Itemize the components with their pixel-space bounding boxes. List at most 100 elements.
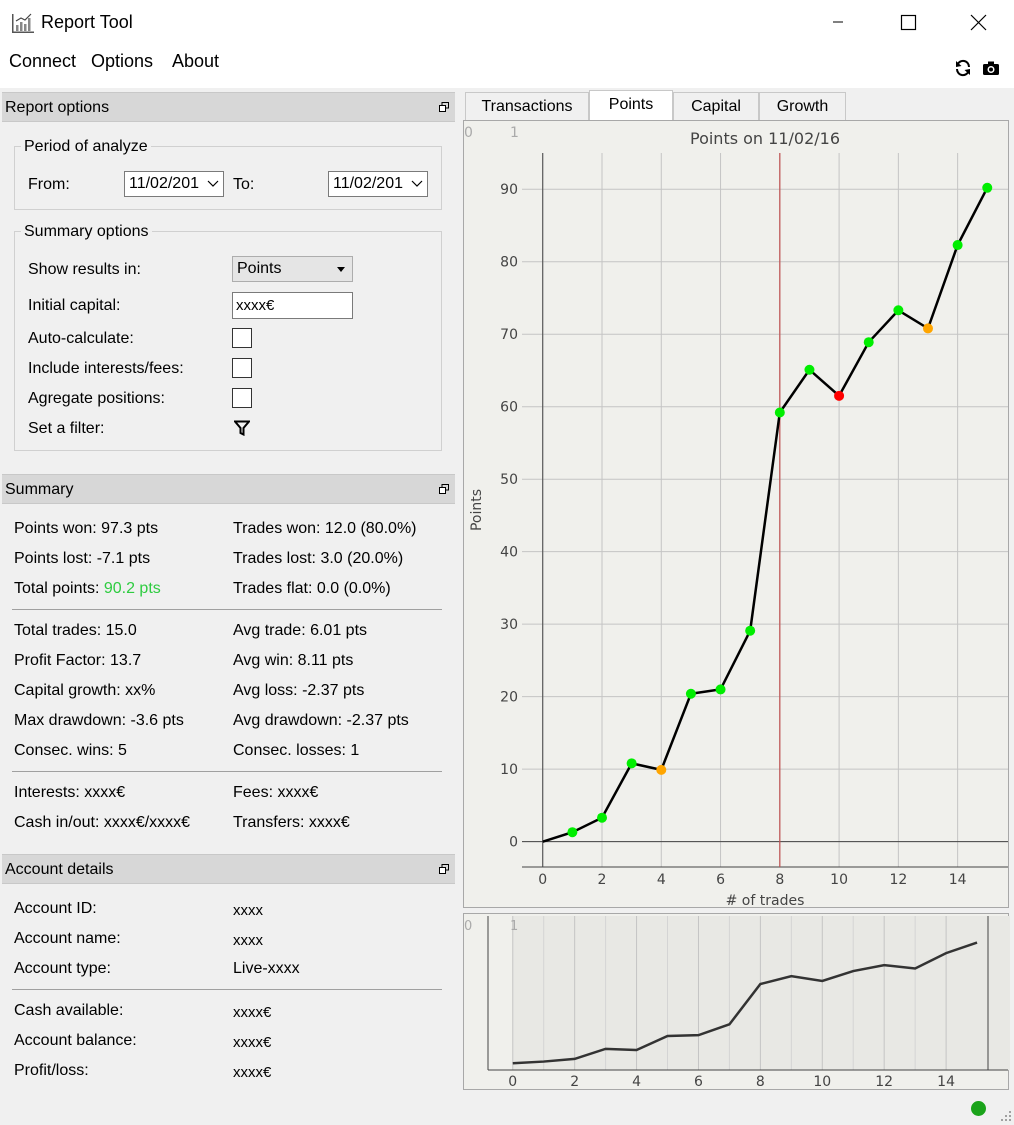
chart-app-icon xyxy=(12,13,34,33)
initial-capital-input[interactable]: xxxx€ xyxy=(232,292,353,319)
filter-label: Set a filter: xyxy=(28,420,105,437)
profit-loss-label: Profit/loss: xyxy=(14,1062,89,1079)
auto-calculate-checkbox[interactable] xyxy=(232,328,252,348)
aggregate-label: Agregate positions: xyxy=(28,390,165,407)
data-point xyxy=(745,625,756,636)
float-panel-icon[interactable] xyxy=(439,864,449,874)
menu-about[interactable]: About xyxy=(172,51,220,71)
show-results-label: Show results in: xyxy=(28,261,141,278)
points-won: Points won: 97.3 pts xyxy=(14,520,159,537)
total-trades: Total trades: 15.0 xyxy=(14,622,137,639)
y-tick-label: 0 xyxy=(509,835,518,851)
resize-grip-icon[interactable] xyxy=(1000,1110,1012,1122)
from-date-picker[interactable]: 11/02/201 xyxy=(124,171,224,197)
auto-calculate-label: Auto-calculate: xyxy=(28,330,134,347)
to-date-picker[interactable]: 11/02/201 xyxy=(328,171,428,197)
summary-options-groupbox xyxy=(14,231,442,451)
account-details-header: Account details xyxy=(2,854,455,884)
tab-growth[interactable]: Growth xyxy=(759,92,846,122)
data-point xyxy=(863,337,874,348)
title-bar: Report Tool xyxy=(0,0,1014,44)
tab-transactions[interactable]: Transactions xyxy=(465,92,589,122)
points-chart[interactable]: 0 1 Points on 11/02/16 0 2 4 6 8 10 12 14 0 10 20 30 40… xyxy=(464,121,1010,909)
capital-growth: Capital growth: xx% xyxy=(14,682,156,699)
y-tick-label: 60 xyxy=(500,400,518,416)
x-tick-label: 10 xyxy=(830,872,848,888)
filter-icon[interactable] xyxy=(234,420,250,436)
overview-chart-frame: 0 2 4 6 8 10 12 14 0 1 xyxy=(463,913,1014,1091)
y-tick-label: 10 xyxy=(500,762,518,778)
account-id-label: Account ID: xyxy=(14,900,97,917)
report-options-title: Report options xyxy=(5,99,110,116)
initial-capital-value: xxxx€ xyxy=(236,297,275,314)
x-tick-label: 2 xyxy=(570,1074,579,1090)
data-point xyxy=(804,364,815,375)
y-tick-label: 50 xyxy=(500,472,518,488)
float-panel-icon[interactable] xyxy=(439,484,449,494)
x-tick-label: 2 xyxy=(598,872,607,888)
x-tick-label: 14 xyxy=(937,1074,955,1090)
corner-label: 0 xyxy=(464,919,472,934)
x-tick-label: 4 xyxy=(657,872,666,888)
cash-in-out: Cash in/out: xxxx€/xxxx€ xyxy=(14,814,191,831)
chevron-down-icon xyxy=(411,180,423,187)
x-axis-label: # of trades xyxy=(726,893,805,909)
max-drawdown: Max drawdown: -3.6 pts xyxy=(14,712,184,729)
transfers: Transfers: xxxx€ xyxy=(233,814,350,831)
to-date-value: 11/02/201 xyxy=(333,175,403,192)
x-tick-label: 6 xyxy=(716,872,725,888)
data-point xyxy=(952,240,963,251)
report-options-header: Report options xyxy=(2,92,455,122)
account-type-value: Live-xxxx xyxy=(233,960,300,977)
overview-range-area xyxy=(512,916,1014,1070)
overview-series-line xyxy=(512,941,978,1065)
cash-available-label: Cash available: xyxy=(14,1002,124,1019)
camera-icon[interactable] xyxy=(981,58,1001,78)
period-title: Period of analyze xyxy=(21,138,151,156)
from-label: From: xyxy=(28,176,70,193)
data-point xyxy=(834,390,845,401)
tab-points[interactable]: Points xyxy=(589,90,673,122)
x-tick-label: 8 xyxy=(756,1074,765,1090)
minimize-button[interactable] xyxy=(815,0,861,44)
x-tick-label: 6 xyxy=(694,1074,703,1090)
data-point xyxy=(715,684,726,695)
float-panel-icon[interactable] xyxy=(439,102,449,112)
interests: Interests: xxxx€ xyxy=(14,784,126,801)
points-series-line xyxy=(542,187,989,843)
close-button[interactable] xyxy=(955,0,1001,44)
separator xyxy=(12,771,442,772)
account-name-label: Account name: xyxy=(14,930,121,947)
y-tick-label: 90 xyxy=(500,182,518,198)
trades-lost: Trades lost: 3.0 (20.0%) xyxy=(233,550,404,567)
menu-connect[interactable]: Connect xyxy=(9,51,77,71)
to-label: To: xyxy=(233,176,255,193)
x-tick-label: 14 xyxy=(949,872,967,888)
include-fees-checkbox[interactable] xyxy=(232,358,252,378)
data-point xyxy=(922,323,933,334)
separator xyxy=(12,609,442,610)
initial-capital-label: Initial capital: xyxy=(28,297,121,314)
avg-drawdown: Avg drawdown: -2.37 pts xyxy=(233,712,409,729)
connection-status-icon xyxy=(971,1101,986,1116)
x-tick-label: 4 xyxy=(632,1074,641,1090)
avg-win: Avg win: 8.11 pts xyxy=(233,652,354,669)
menu-options[interactable]: Options xyxy=(91,51,154,71)
x-tick-label: 12 xyxy=(875,1074,893,1090)
separator xyxy=(12,989,442,990)
fees: Fees: xxxx€ xyxy=(233,784,319,801)
summary-title: Summary xyxy=(5,481,74,498)
cash-available-value: xxxx€ xyxy=(233,1004,272,1021)
tab-capital[interactable]: Capital xyxy=(673,92,759,122)
overview-chart[interactable]: 0 2 4 6 8 10 12 14 0 1 xyxy=(464,914,1014,1091)
maximize-button[interactable] xyxy=(885,0,931,44)
avg-trade: Avg trade: 6.01 pts xyxy=(233,622,368,639)
x-tick-label: 12 xyxy=(889,872,907,888)
show-results-select[interactable]: Points xyxy=(232,256,353,282)
refresh-icon[interactable] xyxy=(953,58,973,78)
consec-losses: Consec. losses: 1 xyxy=(233,742,360,759)
corner-label: 0 xyxy=(464,125,473,141)
aggregate-checkbox[interactable] xyxy=(232,388,252,408)
chevron-down-icon xyxy=(207,180,219,187)
account-details-title: Account details xyxy=(5,861,114,878)
